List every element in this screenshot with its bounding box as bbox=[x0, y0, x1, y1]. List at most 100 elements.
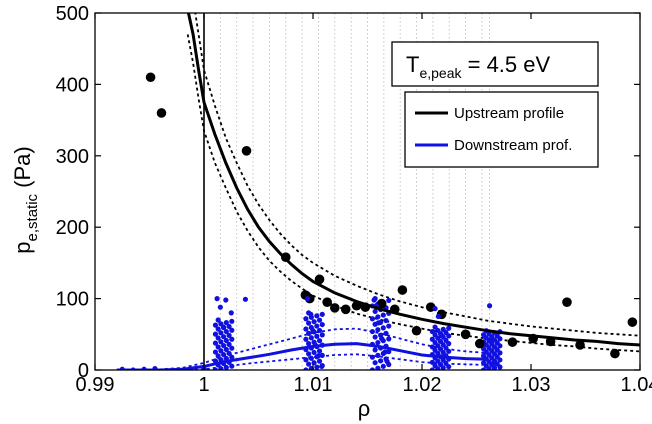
downstream-cluster-point bbox=[375, 352, 381, 358]
downstream-cluster-point bbox=[215, 335, 221, 341]
annotation-main: T bbox=[406, 52, 419, 77]
downstream-data-point bbox=[242, 296, 249, 302]
downstream-cluster-point bbox=[386, 297, 392, 304]
y-axis-title-sub: e,static bbox=[24, 193, 41, 241]
upstream-data-point bbox=[241, 146, 252, 156]
downstream-cluster-point bbox=[308, 335, 314, 341]
downstream-data-point bbox=[223, 297, 229, 303]
downstream-cluster-point bbox=[223, 364, 229, 370]
downstream-cluster-point bbox=[316, 348, 323, 354]
downstream-cluster-point bbox=[215, 344, 221, 350]
x-tick-label: 1.01 bbox=[294, 374, 333, 396]
downstream-cluster-point bbox=[218, 348, 224, 354]
x-tick-label: 1 bbox=[198, 374, 209, 396]
upstream-data-point bbox=[575, 340, 585, 350]
upstream-data-point bbox=[340, 304, 351, 315]
downstream-cluster-point bbox=[369, 328, 376, 335]
downstream-cluster-point bbox=[372, 308, 378, 315]
downstream-data-point bbox=[315, 353, 322, 359]
downstream-cluster-point bbox=[226, 323, 232, 330]
downstream-cluster-point bbox=[226, 332, 232, 338]
downstream-cluster-point bbox=[306, 320, 312, 326]
annotation-box: Te,peak = 4.5 eV bbox=[391, 41, 599, 87]
downstream-cluster-point bbox=[218, 339, 224, 345]
upstream-data-point bbox=[411, 325, 422, 336]
upstream-data-point bbox=[507, 337, 518, 347]
upstream-data-point bbox=[314, 274, 325, 285]
fit-line bbox=[186, 13, 640, 347]
legend-label-upstream: Upstream profile bbox=[454, 105, 564, 122]
downstream-cluster-point bbox=[229, 318, 235, 324]
downstream-cluster-point bbox=[369, 316, 376, 322]
downstream-cluster-point bbox=[386, 349, 392, 355]
downstream-cluster-point bbox=[319, 332, 325, 338]
downstream-cluster-point bbox=[440, 326, 446, 332]
downstream-data-point bbox=[308, 311, 314, 317]
downstream-cluster-point bbox=[229, 345, 235, 351]
downstream-cluster-point bbox=[316, 338, 323, 344]
downstream-cluster-point bbox=[303, 357, 309, 363]
upstream-data-point bbox=[322, 297, 332, 307]
downstream-cluster-point bbox=[372, 334, 378, 340]
downstream-cluster-point bbox=[311, 349, 317, 356]
downstream-cluster-point bbox=[221, 352, 227, 358]
downstream-cluster-point bbox=[380, 363, 386, 369]
downstream-cluster-point bbox=[429, 359, 435, 365]
axis-ticks: 0.99 1 1.01 1.02 1.03 1.04 0 100 200 300 400 500 bbox=[56, 3, 652, 396]
upstream-data-point bbox=[376, 298, 387, 309]
downstream-cluster-point bbox=[303, 336, 309, 342]
downstream-cluster-point bbox=[369, 354, 376, 360]
y-tick-label: 300 bbox=[56, 146, 89, 168]
downstream-cluster-point bbox=[223, 328, 229, 335]
downstream-cluster-point bbox=[306, 341, 312, 347]
downstream-cluster-point bbox=[218, 366, 224, 370]
downstream-cluster-point bbox=[215, 317, 221, 323]
downstream-cluster-point bbox=[319, 321, 325, 328]
x-tick-label: 1.02 bbox=[403, 374, 442, 396]
y-tick-label: 0 bbox=[78, 360, 89, 382]
downstream-cluster-point bbox=[316, 327, 323, 334]
x-tick-label: 1.04 bbox=[621, 374, 652, 396]
downstream-cluster-point bbox=[383, 330, 389, 336]
downstream-cluster-point bbox=[429, 336, 435, 342]
downstream-data-point bbox=[384, 358, 390, 365]
downstream-data-point bbox=[375, 320, 381, 326]
downstream-data-point bbox=[228, 310, 234, 316]
downstream-data-point bbox=[304, 296, 311, 302]
x-axis-title: ρ bbox=[358, 396, 371, 421]
downstream-cluster-point bbox=[429, 344, 435, 350]
downstream-cluster-point bbox=[229, 327, 235, 333]
downstream-cluster-point bbox=[226, 341, 232, 347]
y-tick-label: 100 bbox=[56, 289, 89, 311]
downstream-cluster-point bbox=[380, 325, 386, 331]
downstream-cluster-point bbox=[223, 319, 229, 326]
downstream-cluster-point bbox=[375, 339, 381, 346]
downstream-cluster-point bbox=[212, 340, 219, 346]
downstream-data-point bbox=[319, 363, 325, 370]
downstream-cluster-point bbox=[319, 352, 325, 358]
downstream-cluster-point bbox=[212, 322, 219, 328]
downstream-cluster-point bbox=[316, 317, 323, 323]
downstream-data-point bbox=[491, 360, 497, 366]
downstream-cluster-point bbox=[306, 351, 312, 357]
downstream-data-point bbox=[432, 305, 438, 312]
downstream-data-point bbox=[486, 303, 493, 309]
downstream-data-point bbox=[382, 349, 388, 355]
y-axis-title-main: p bbox=[10, 241, 35, 253]
downstream-cluster-point bbox=[480, 353, 487, 359]
downstream-cluster-point bbox=[314, 333, 320, 339]
downstream-data-point bbox=[217, 304, 223, 310]
downstream-cluster-point bbox=[432, 324, 438, 330]
downstream-cluster-point bbox=[212, 349, 219, 355]
downstream-cluster-point bbox=[480, 332, 487, 338]
downstream-cluster-point bbox=[311, 319, 317, 325]
downstream-cluster-point bbox=[375, 365, 381, 370]
downstream-data-point bbox=[489, 338, 495, 345]
downstream-cluster-point bbox=[314, 323, 320, 329]
downstream-cluster-point bbox=[386, 336, 392, 342]
downstream-cluster-point bbox=[314, 364, 320, 370]
legend: Upstream profile Downstream prof. bbox=[404, 91, 599, 168]
y-tick-label: 500 bbox=[56, 3, 89, 25]
downstream-data-point bbox=[379, 335, 385, 342]
